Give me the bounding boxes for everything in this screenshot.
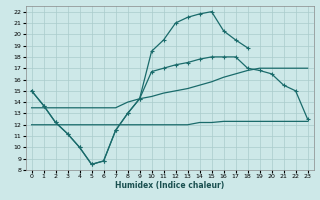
X-axis label: Humidex (Indice chaleur): Humidex (Indice chaleur)	[115, 181, 224, 190]
